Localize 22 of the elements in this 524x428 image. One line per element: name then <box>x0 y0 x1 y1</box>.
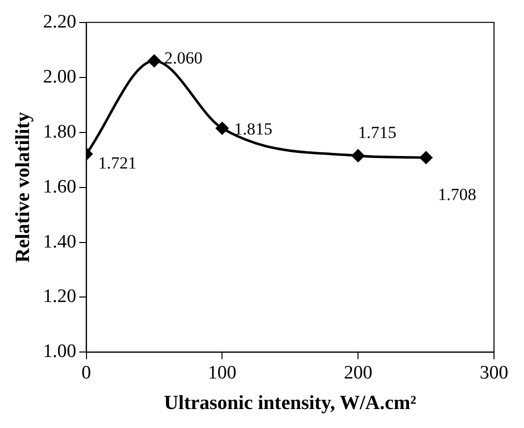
point <box>420 151 432 164</box>
data-label: 1.708 <box>438 185 476 204</box>
x-tick-label: 0 <box>82 362 91 384</box>
point <box>352 149 364 162</box>
x-axis-title: Ultrasonic intensity, W/A.cm² <box>164 392 416 414</box>
data-label: 1.815 <box>234 120 272 139</box>
y-tick-label: 1.00 <box>43 341 76 362</box>
y-tick-label: 1.80 <box>43 121 76 142</box>
data-label: 1.721 <box>98 154 136 173</box>
y-tick-label: 1.60 <box>43 176 76 198</box>
x-tick-label: 300 <box>480 362 508 384</box>
data-label: 2.060 <box>164 48 202 68</box>
y-tick-label: 2.20 <box>43 11 76 32</box>
y-axis-title: Relative volatility <box>12 112 34 263</box>
y-tick-label: 2.00 <box>43 66 76 88</box>
point <box>148 54 160 68</box>
y-tick-label: 1.40 <box>43 231 76 252</box>
y-tick-label: 1.20 <box>43 286 76 308</box>
x-tick-label: 200 <box>344 362 372 384</box>
data-label: 1.715 <box>358 123 396 142</box>
point <box>216 122 228 134</box>
x-tick-label: 100 <box>208 362 236 384</box>
